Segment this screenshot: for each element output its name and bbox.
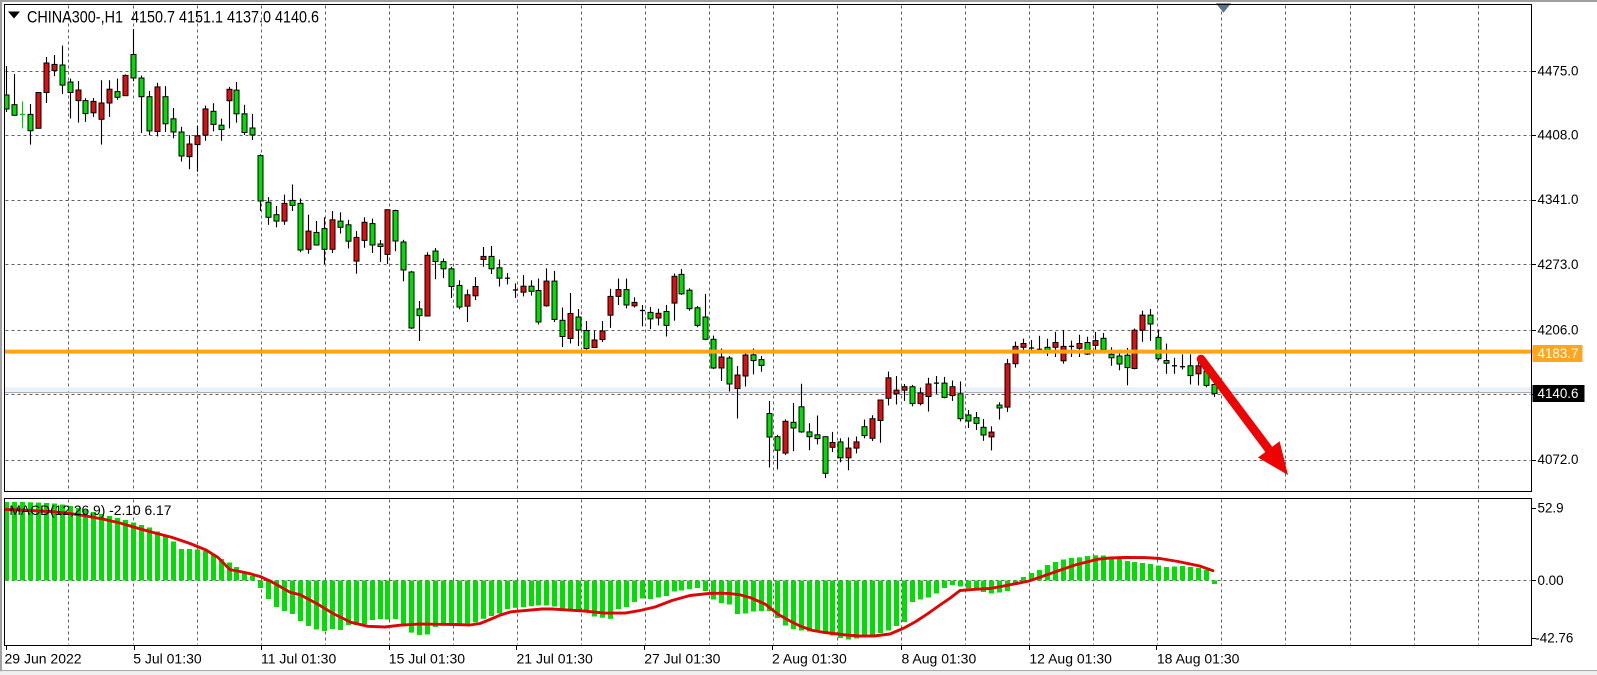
svg-text:4408.0: 4408.0 [1538, 128, 1579, 143]
svg-text:27 Jul 01:30: 27 Jul 01:30 [644, 650, 720, 666]
svg-text:4140.6: 4140.6 [1538, 386, 1579, 401]
svg-text:4206.0: 4206.0 [1538, 323, 1579, 338]
svg-text:0.00: 0.00 [1538, 573, 1564, 588]
svg-text:4475.0: 4475.0 [1538, 64, 1579, 79]
svg-text:15 Jul 01:30: 15 Jul 01:30 [389, 650, 465, 666]
svg-text:MACD(12,26,9) -2.10 6.17: MACD(12,26,9) -2.10 6.17 [9, 502, 171, 518]
svg-text:12 Aug 01:30: 12 Aug 01:30 [1029, 650, 1112, 666]
svg-text:-42.76: -42.76 [1535, 631, 1573, 646]
svg-text:11 Jul 01:30: 11 Jul 01:30 [261, 650, 336, 666]
svg-text:CHINA300-,H1 4150.7 4151.1 41: CHINA300-,H1 4150.7 4151.1 4137.0 4140.6 [27, 8, 319, 27]
svg-text:18 Aug 01:30: 18 Aug 01:30 [1157, 650, 1240, 666]
svg-text:4072.0: 4072.0 [1538, 452, 1579, 467]
svg-text:8 Aug 01:30: 8 Aug 01:30 [902, 650, 977, 666]
svg-text:2 Aug 01:30: 2 Aug 01:30 [772, 650, 847, 666]
svg-text:29 Jun 2022: 29 Jun 2022 [5, 650, 82, 666]
svg-text:4341.0: 4341.0 [1538, 192, 1579, 207]
svg-text:5 Jul 01:30: 5 Jul 01:30 [133, 650, 202, 666]
svg-text:4273.0: 4273.0 [1538, 257, 1579, 272]
svg-text:4183.7: 4183.7 [1538, 346, 1579, 361]
svg-text:21 Jul 01:30: 21 Jul 01:30 [517, 650, 593, 666]
svg-text:52.9: 52.9 [1538, 501, 1564, 516]
